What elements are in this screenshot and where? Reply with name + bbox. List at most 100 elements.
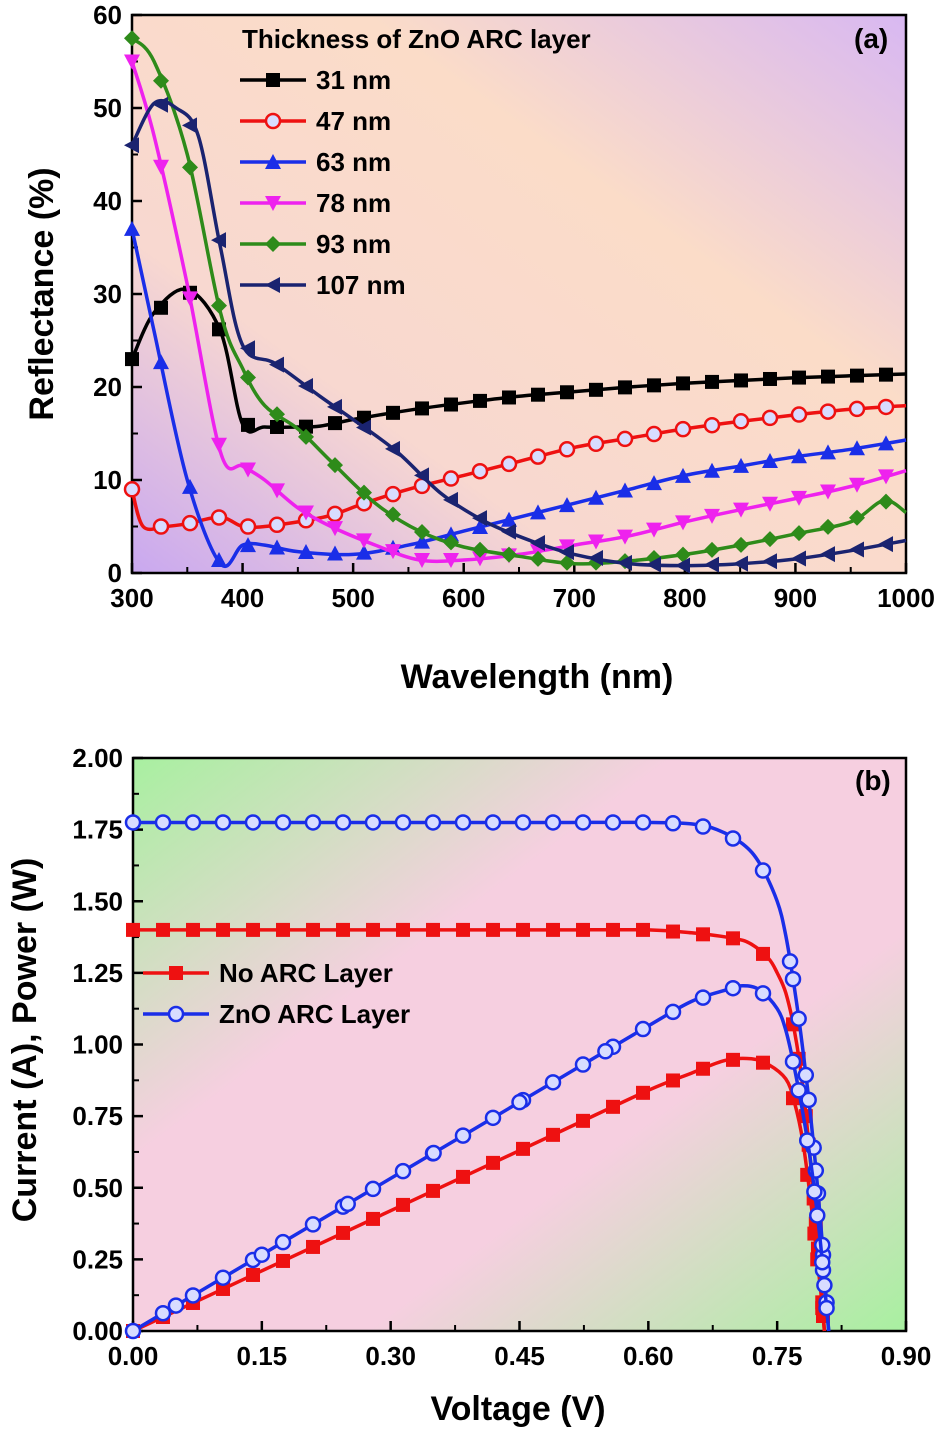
data-point (791, 525, 807, 542)
x-axis-title-a: Wavelength (nm) (401, 658, 674, 696)
data-point (849, 440, 865, 456)
x-tick-label: 1000 (877, 583, 935, 613)
data-point (878, 435, 894, 451)
data-point (617, 554, 632, 571)
legend-item: 47 nm (240, 106, 391, 136)
data-point (675, 515, 691, 531)
axis-ticks-b: 0.00 0.15 0.30 0.45 0.60 0.75 0.90 0.00 0.25 0.50… (72, 743, 931, 1371)
y-tick-label: 0.25 (72, 1244, 123, 1274)
data-point (761, 409, 779, 427)
data-point (336, 1225, 350, 1240)
data-point (634, 814, 652, 831)
data-point (385, 440, 400, 457)
data-point (240, 340, 255, 357)
data-point (588, 550, 603, 567)
data-point (124, 137, 139, 154)
data-point (733, 457, 749, 473)
data-point (327, 457, 343, 474)
x-tick-label: 500 (331, 583, 374, 613)
data-point (647, 378, 661, 393)
data-point (356, 544, 372, 560)
data-point (181, 514, 199, 532)
data-point (588, 534, 604, 550)
reflectance-chart: 300 400 500 600 700 800 900 1000 0 10 20 30 40 50 60 T… (23, 0, 935, 696)
data-point (792, 370, 806, 385)
x-tick-label: 400 (221, 583, 264, 613)
data-point (298, 378, 313, 395)
data-point (182, 117, 197, 134)
data-point (501, 523, 516, 540)
legend-label: ZnO ARC Layer (219, 999, 410, 1029)
series-zno-arc-layer-power (124, 979, 835, 1340)
data-point (694, 989, 712, 1006)
y-tick-label: 0.00 (72, 1316, 123, 1346)
data-point (544, 1074, 562, 1091)
data-point (878, 493, 894, 510)
data-point (588, 489, 604, 505)
data-point (240, 462, 256, 478)
legend-marker (265, 196, 281, 211)
data-point (454, 814, 472, 831)
data-point (304, 1216, 322, 1233)
x-axis-title-b: Voltage (V) (430, 1390, 605, 1428)
data-point (666, 1073, 680, 1088)
legend-item: 31 nm (240, 65, 391, 95)
data-point (124, 220, 140, 236)
data-point (276, 1253, 290, 1268)
data-point (456, 1169, 470, 1184)
data-point (327, 545, 343, 561)
data-point (396, 1197, 410, 1212)
data-point (298, 428, 314, 445)
data-point (597, 1043, 614, 1060)
data-point (211, 232, 226, 249)
data-point (274, 814, 292, 831)
data-point (415, 401, 429, 416)
x-tick-label: 0.15 (237, 1341, 288, 1371)
data-point (153, 72, 169, 89)
data-point (704, 541, 720, 558)
data-point (124, 1322, 142, 1340)
plot-area-b (131, 756, 908, 1333)
data-point (472, 551, 488, 567)
legend-item: 107 nm (240, 270, 406, 300)
data-point (820, 444, 836, 460)
data-point (274, 1233, 292, 1251)
x-tick-label: 0.00 (108, 1341, 159, 1371)
data-point (821, 369, 835, 384)
data-point (214, 1269, 232, 1286)
data-point (154, 300, 168, 315)
data-point (444, 397, 458, 412)
data-point (306, 1239, 320, 1254)
data-point (604, 814, 622, 831)
data-point (269, 539, 285, 555)
data-point (394, 1162, 412, 1180)
data-point (694, 818, 712, 835)
data-point (646, 522, 662, 538)
data-point (511, 1093, 528, 1111)
data-point (664, 815, 682, 832)
data-point (484, 1109, 502, 1127)
data-point (442, 470, 460, 487)
data-point (820, 546, 835, 563)
iv-power-chart: 0.00 0.15 0.30 0.45 0.60 0.75 0.90 0.00 0.25 0.50… (6, 743, 931, 1428)
data-point (385, 544, 401, 560)
panel-label-b: (b) (855, 765, 891, 796)
y-tick-label: 0 (108, 558, 122, 588)
x-tick-label: 0.60 (623, 1341, 674, 1371)
y-tick-label: 2.00 (72, 743, 123, 773)
data-point (500, 455, 518, 473)
data-point (791, 550, 806, 567)
data-point (791, 490, 807, 506)
data-point (806, 1183, 823, 1200)
data-point (559, 539, 575, 555)
data-point (153, 354, 169, 370)
data-point (636, 1085, 650, 1100)
data-point (386, 405, 400, 420)
data-point (270, 419, 284, 434)
legend-label: 31 nm (316, 65, 391, 95)
data-point (443, 491, 458, 508)
data-point (617, 529, 633, 545)
legend-label: 107 nm (316, 270, 406, 300)
data-point (559, 554, 575, 571)
y-tick-label: 10 (93, 465, 122, 495)
